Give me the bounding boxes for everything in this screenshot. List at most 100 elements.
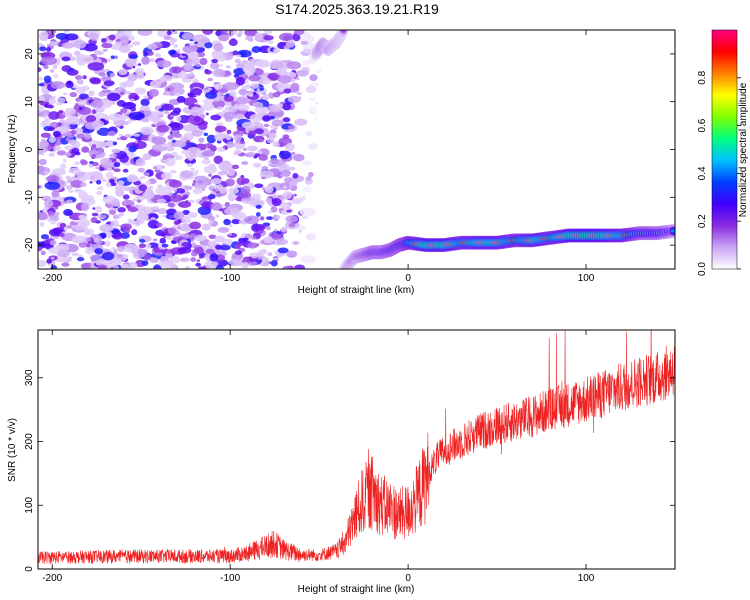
heatmap-cell <box>233 134 242 142</box>
heatmap-cell <box>124 58 137 66</box>
heatmap-cell <box>118 133 124 137</box>
heatmap-cell <box>139 126 154 135</box>
heatmap-y-tick-label: 20 <box>24 48 35 60</box>
heatmap-cell <box>169 194 183 203</box>
heatmap-cell <box>111 148 121 154</box>
heatmap-cell <box>119 91 125 95</box>
heatmap-cell <box>149 80 162 89</box>
heatmap-cell <box>66 185 73 190</box>
heatmap-cell <box>240 262 250 269</box>
heatmap-cell <box>101 42 113 49</box>
heatmap-cell <box>246 91 254 97</box>
heatmap-cell <box>205 91 218 100</box>
heatmap-cell <box>169 169 177 174</box>
heatmap-cell <box>302 194 307 197</box>
heatmap-cell <box>217 171 226 176</box>
heatmap-cell <box>252 162 262 168</box>
heatmap-cell <box>176 116 182 122</box>
heatmap-cell <box>47 126 55 132</box>
snr-x-tick-label: 0 <box>405 573 411 584</box>
heatmap-cell <box>263 35 274 41</box>
heatmap-cell <box>100 38 107 43</box>
heatmap-cell <box>107 130 117 137</box>
heatmap-cell <box>142 153 152 161</box>
heatmap-cell <box>214 125 227 133</box>
heatmap-cell <box>171 66 182 74</box>
heatmap-cell <box>168 49 176 56</box>
heatmap-cell <box>85 115 97 123</box>
heatmap-cell <box>145 180 151 186</box>
heatmap-cell <box>283 191 293 199</box>
heatmap-cell <box>113 249 118 254</box>
heatmap-cell <box>243 215 260 225</box>
heatmap-cell <box>302 60 310 67</box>
heatmap-cell <box>294 264 305 269</box>
heatmap-cell <box>261 165 269 170</box>
heatmap-x-tick-label: 100 <box>578 273 595 284</box>
heatmap-cell <box>287 125 296 130</box>
colorbar-ticks: 0.0 0.2 0.4 0.6 0.8 <box>697 70 741 276</box>
heatmap-cell <box>142 191 155 200</box>
heatmap-cell <box>288 166 296 171</box>
heatmap-cell <box>68 56 77 62</box>
heatmap-cell <box>122 102 137 110</box>
heatmap-cell <box>274 127 278 131</box>
heatmap-cell <box>211 260 219 267</box>
heatmap-cell <box>159 237 167 244</box>
heatmap-cell <box>198 137 205 143</box>
heatmap-cell <box>157 30 167 38</box>
heatmap-cell <box>166 263 178 269</box>
heatmap-cell <box>236 104 250 111</box>
heatmap-cell <box>134 140 139 144</box>
heatmap-cell <box>73 39 87 49</box>
heatmap-cell <box>251 236 257 240</box>
heatmap-cell <box>176 226 182 230</box>
heatmap-cell <box>259 170 274 179</box>
heatmap-cell <box>282 265 293 269</box>
heatmap-cell <box>201 159 211 165</box>
heatmap-cell <box>47 104 55 109</box>
snr-y-tick-label: 0 <box>24 566 35 572</box>
heatmap-cell <box>40 234 50 240</box>
heatmap-cell <box>141 260 149 266</box>
heatmap-cell <box>40 250 46 256</box>
heatmap-cell <box>119 154 129 163</box>
heatmap-cell <box>46 175 60 183</box>
heatmap-cell <box>254 183 264 189</box>
heatmap-y-tick-label: 10 <box>24 96 35 108</box>
heatmap-cell <box>115 38 122 43</box>
heatmap-cell <box>231 38 236 41</box>
heatmap-cell <box>164 35 171 40</box>
heatmap-cell <box>89 254 101 261</box>
heatmap-cell <box>189 221 202 230</box>
heatmap-cell <box>76 133 85 139</box>
heatmap-cell <box>113 168 121 173</box>
heatmap-cell <box>192 187 203 195</box>
heatmap-cell <box>210 240 217 246</box>
heatmap-cell <box>141 56 150 65</box>
heatmap-cell <box>190 125 198 131</box>
heatmap-cell <box>164 157 176 167</box>
heatmap-x-tick-label: -100 <box>220 273 240 284</box>
heatmap-cell <box>282 102 292 111</box>
heatmap-cell <box>181 241 192 247</box>
heatmap-cell <box>120 108 128 114</box>
heatmap-cell <box>247 242 259 249</box>
heatmap-cell <box>74 161 80 166</box>
heatmap-cell <box>207 77 213 82</box>
heatmap-cell <box>148 58 156 63</box>
colorbar-frame <box>711 29 738 270</box>
heatmap-cell <box>228 38 238 47</box>
colorbar: 0.0 0.2 0.4 0.6 0.8 Normalized spectral ampl… <box>697 29 749 276</box>
heatmap-cell <box>152 110 164 117</box>
heatmap-cell <box>39 221 45 227</box>
heatmap-ridge-layer <box>310 30 675 269</box>
heatmap-cell <box>139 238 146 243</box>
heatmap-cell <box>102 61 107 66</box>
heatmap-cell <box>256 150 263 154</box>
heatmap-cell <box>272 193 278 200</box>
heatmap-cell <box>118 45 131 54</box>
heatmap-cell <box>181 216 192 224</box>
heatmap-cell <box>48 152 55 157</box>
heatmap-cell <box>220 93 224 97</box>
